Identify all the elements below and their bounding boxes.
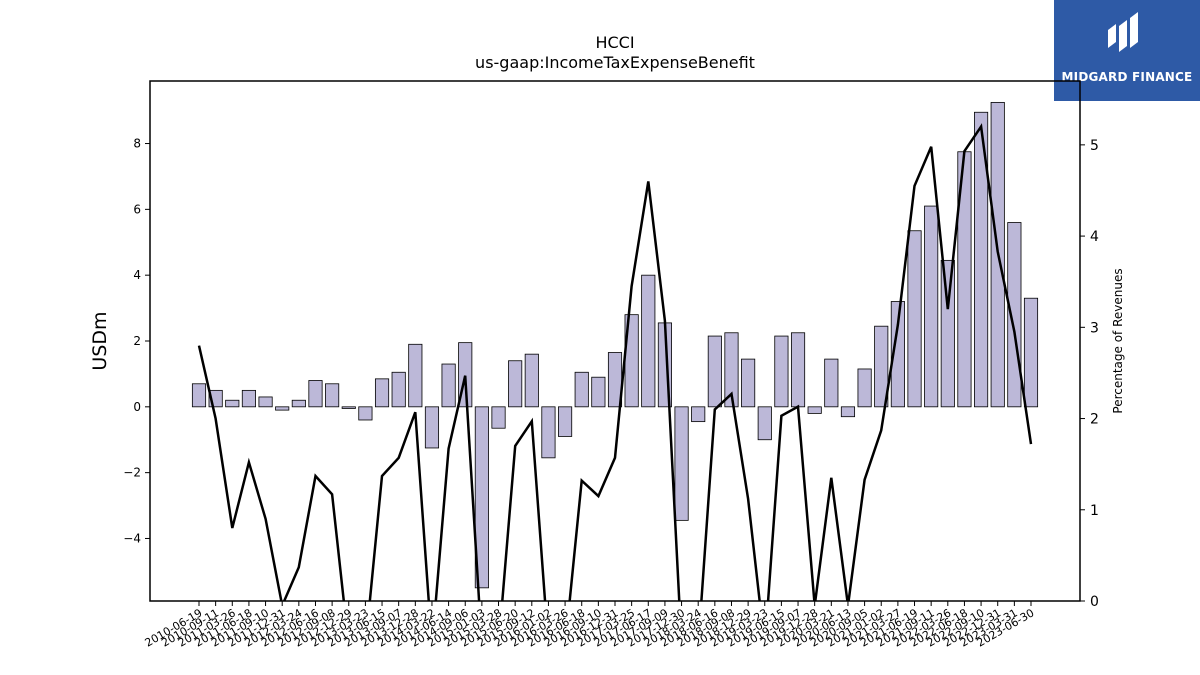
bar	[890, 301, 905, 408]
bar	[574, 371, 589, 408]
bar	[191, 383, 207, 408]
y-tick-label-left: 4	[133, 268, 141, 282]
y-tick-label-left: −4	[123, 531, 141, 545]
bar	[325, 383, 340, 408]
bar	[790, 332, 806, 408]
y-tick-label-left: 6	[133, 202, 141, 216]
bar	[724, 332, 739, 408]
y-axis-left-label: USDm	[89, 311, 111, 370]
bar	[940, 259, 955, 408]
bar	[275, 406, 290, 411]
bar	[907, 230, 922, 408]
y-tick-label-right: 1	[1090, 503, 1099, 519]
brand-logo: MIDGARD FINANCE	[1054, 0, 1200, 101]
chart-subtitle: us-gaap:IncomeTaxExpenseBenefit	[475, 53, 755, 72]
y-tick-label-left: 2	[133, 334, 141, 348]
bar	[358, 406, 373, 421]
bar	[1023, 297, 1039, 408]
bar	[641, 274, 656, 408]
bar	[391, 371, 406, 408]
bar	[840, 406, 856, 418]
midgard-logo-icon	[1108, 12, 1138, 52]
bar	[558, 406, 573, 437]
bar	[774, 335, 789, 408]
bar	[491, 406, 506, 429]
bar	[291, 399, 306, 408]
bar	[441, 363, 456, 408]
bar	[258, 396, 273, 408]
bar	[308, 380, 323, 408]
bar	[508, 360, 523, 408]
y-axis-right-label: Percentage of Revenues	[1111, 268, 1125, 413]
bar	[241, 389, 256, 408]
bar	[225, 399, 240, 408]
bar	[924, 205, 939, 408]
bar	[374, 378, 390, 408]
y-tick-label-right: 0	[1090, 594, 1099, 610]
bar	[674, 406, 689, 521]
bar	[408, 343, 423, 408]
y-tick-label-left: −2	[123, 466, 141, 480]
bar	[424, 406, 440, 449]
bar	[707, 335, 722, 408]
bar	[757, 406, 772, 441]
bar	[857, 368, 872, 408]
y-tick-label-right: 5	[1090, 138, 1099, 154]
bar	[524, 353, 539, 408]
logo-text: MIDGARD FINANCE	[1061, 70, 1193, 84]
bar	[591, 376, 606, 408]
bar	[741, 358, 756, 408]
bar	[874, 325, 889, 408]
bar	[341, 406, 356, 409]
plot-frame	[149, 80, 1081, 602]
bar	[974, 111, 989, 408]
bar	[474, 406, 489, 589]
y-tick-label-right: 2	[1090, 412, 1099, 428]
y-tick-label-left: 8	[133, 137, 141, 151]
chart-title: HCCI	[595, 33, 634, 52]
bar	[807, 406, 822, 414]
y-tick-label-right: 4	[1090, 229, 1099, 245]
y-tick-label-right: 3	[1090, 320, 1099, 336]
bar	[541, 406, 556, 459]
bar	[691, 406, 706, 423]
y-tick-label-left: 0	[133, 400, 141, 414]
series-line	[197, 123, 1033, 601]
bar	[824, 358, 839, 408]
